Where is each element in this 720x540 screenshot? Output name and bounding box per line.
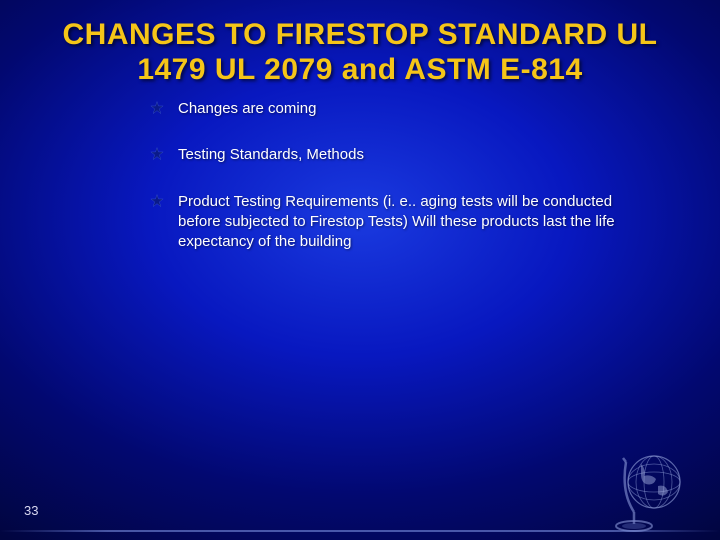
list-item: Product Testing Requirements (i. e.. agi… (150, 192, 630, 253)
list-item: Testing Standards, Methods (150, 145, 630, 165)
star-icon (150, 194, 164, 208)
star-icon (150, 101, 164, 115)
divider (0, 530, 720, 532)
bullet-text: Changes are coming (178, 99, 316, 119)
list-item: Changes are coming (150, 99, 630, 119)
slide: CHANGES TO FIRESTOP STANDARD UL 1479 UL … (0, 0, 720, 540)
bullet-list: Changes are coming Testing Standards, Me… (150, 99, 630, 252)
page-number: 33 (24, 503, 38, 518)
bullet-text: Testing Standards, Methods (178, 145, 364, 165)
bullet-text: Product Testing Requirements (i. e.. agi… (178, 192, 630, 253)
star-icon (150, 147, 164, 161)
slide-title: CHANGES TO FIRESTOP STANDARD UL 1479 UL … (40, 18, 680, 87)
globe-icon (596, 444, 696, 534)
